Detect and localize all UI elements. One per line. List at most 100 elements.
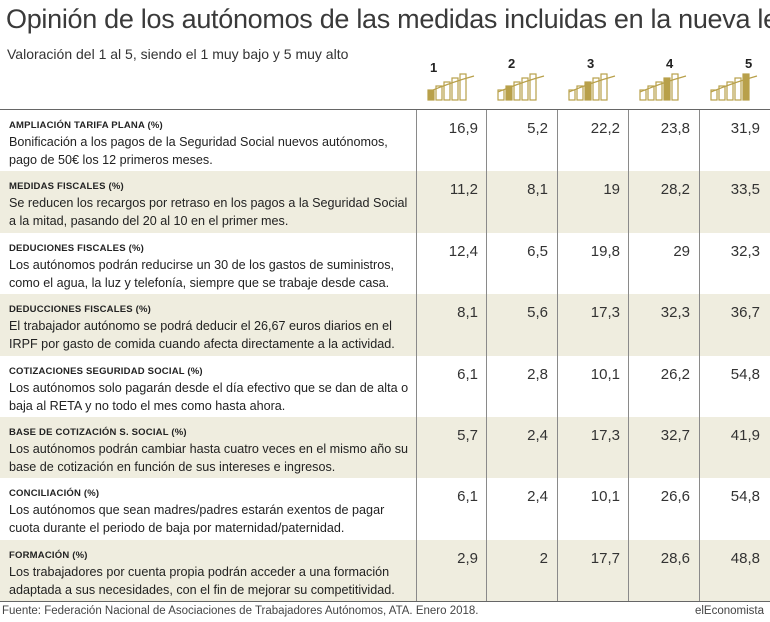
rating-number: 5 — [745, 56, 753, 71]
row-heading: MEDIDAS FISCALES (%) — [9, 181, 124, 193]
row-description: Los autónomos podrán cambiar hasta cuatr… — [9, 442, 409, 474]
rating-number: 3 — [587, 56, 595, 71]
inactive-bar — [568, 89, 576, 101]
row-label: AMPLIACIÓN TARIFA PLANA (%) Bonificación … — [9, 119, 414, 169]
inactive-bar — [726, 81, 734, 101]
bar-scale-glyph — [568, 73, 616, 101]
value-cell-rating-3: 10,1 — [590, 488, 620, 506]
value-cell-rating-5: 31,9 — [730, 120, 760, 137]
row-label: DEDUCIONES FISCALES (%) Los autónomos pod… — [9, 242, 414, 292]
inactive-bar — [451, 77, 459, 101]
value-cell-rating-1: 11,2 — [449, 181, 478, 199]
row-heading: DEDUCIONES FISCALES (%) — [9, 242, 144, 254]
table-row: CONCILIACIÓN (%) Los autónomos que sean m… — [0, 478, 770, 539]
row-label: FORMACIÓN (%) Los trabajadores por cuenta… — [9, 549, 414, 599]
bar-scale-glyph — [427, 73, 475, 101]
value-cell-rating-1: 5,7 — [457, 427, 478, 444]
inactive-bar — [459, 73, 467, 101]
rating-number: 4 — [666, 56, 674, 71]
value-cell-rating-5: 48,8 — [730, 549, 760, 567]
table-row: DEDUCCIONES FISCALES (%) El trabajador au… — [0, 294, 770, 356]
inactive-bar — [443, 81, 451, 101]
value-cell-rating-4: 26,6 — [660, 488, 690, 506]
value-cell-rating-3: 17,3 — [590, 427, 620, 444]
table-row: AMPLIACIÓN TARIFA PLANA (%) Bonificación … — [0, 110, 770, 171]
value-cell-rating-5: 54,8 — [730, 365, 760, 383]
row-description: Los trabajadores por cuenta propia podrá… — [9, 564, 395, 597]
value-cell-rating-3: 17,7 — [590, 549, 620, 567]
value-cell-rating-4: 23,8 — [660, 120, 690, 137]
brand-logo-text: elEconomista — [694, 605, 764, 617]
value-cell-rating-1: 2,9 — [457, 549, 478, 567]
column-divider — [628, 110, 629, 601]
value-cell-rating-2: 6,5 — [527, 242, 548, 260]
column-divider — [416, 110, 417, 601]
value-cell-rating-3: 22,2 — [590, 120, 620, 137]
row-description: Los autónomos que sean madres/padres est… — [9, 503, 385, 536]
value-cell-rating-3: 10,1 — [590, 365, 620, 383]
trend-swoosh — [497, 75, 545, 93]
value-cell-rating-4: 28,2 — [660, 181, 690, 199]
inactive-bar — [435, 85, 443, 101]
table-row: MEDIDAS FISCALES (%) Se reducen los recar… — [0, 171, 770, 233]
row-label: CONCILIACIÓN (%) Los autónomos que sean m… — [9, 487, 414, 537]
value-cell-rating-5: 41,9 — [730, 427, 760, 444]
inactive-bar — [513, 81, 521, 101]
inactive-bar — [718, 85, 726, 101]
active-bar — [505, 85, 513, 101]
value-cell-rating-2: 8,1 — [527, 181, 548, 199]
value-cell-rating-4: 29 — [673, 242, 690, 260]
value-cell-rating-2: 2,4 — [527, 488, 548, 506]
inactive-bar — [655, 81, 663, 101]
inactive-bar — [647, 85, 655, 101]
value-cell-rating-3: 19 — [603, 181, 620, 199]
rating-number: 1 — [430, 60, 438, 75]
table-top-rule — [0, 109, 770, 110]
bar-scale-glyph — [639, 73, 687, 101]
trend-swoosh — [568, 75, 616, 93]
column-divider — [557, 110, 558, 601]
inactive-bar — [600, 73, 608, 101]
value-cell-rating-2: 2,8 — [527, 365, 548, 383]
ratings-table: AMPLIACIÓN TARIFA PLANA (%) Bonificación … — [0, 110, 770, 602]
inactive-bar — [639, 89, 647, 101]
table-bottom-rule — [0, 601, 770, 602]
row-heading: COTIZACIONES SEGURIDAD SOCIAL (%) — [9, 365, 203, 377]
row-heading: CONCILIACIÓN (%) — [9, 488, 100, 500]
row-heading: FORMACIÓN (%) — [9, 549, 88, 561]
value-cell-rating-1: 16,9 — [448, 120, 478, 137]
row-description: El trabajador autónomo se podrá deducir … — [9, 319, 395, 352]
value-cell-rating-5: 32,3 — [730, 242, 760, 260]
rating-5-icon: 5 — [699, 56, 769, 108]
value-cell-rating-2: 5,6 — [527, 304, 548, 322]
row-description: Bonificación a los pagos de la Seguridad… — [9, 135, 388, 167]
chart-title: Opinión de los autónomos de las medidas … — [6, 4, 770, 34]
bar-scale-glyph — [497, 73, 545, 101]
value-cell-rating-1: 6,1 — [457, 365, 478, 383]
value-cell-rating-5: 36,7 — [730, 304, 760, 322]
value-cell-rating-2: 5,2 — [527, 120, 548, 137]
value-cell-rating-1: 6,1 — [457, 488, 478, 506]
row-heading: DEDUCCIONES FISCALES (%) — [9, 304, 152, 316]
active-bar — [742, 73, 750, 101]
row-label: DEDUCCIONES FISCALES (%) El trabajador au… — [9, 303, 414, 353]
value-cell-rating-5: 33,5 — [730, 181, 760, 199]
value-cell-rating-3: 17,3 — [590, 304, 620, 322]
inactive-bar — [671, 73, 679, 101]
value-cell-rating-4: 26,2 — [660, 365, 690, 383]
table-row: DEDUCIONES FISCALES (%) Los autónomos pod… — [0, 233, 770, 294]
active-bar — [584, 81, 592, 101]
inactive-bar — [592, 77, 600, 101]
value-cell-rating-4: 28,6 — [660, 549, 690, 567]
row-heading: AMPLIACIÓN TARIFA PLANA (%) — [9, 120, 163, 131]
value-cell-rating-4: 32,3 — [660, 304, 690, 322]
value-cell-rating-4: 32,7 — [660, 427, 690, 444]
value-cell-rating-3: 19,8 — [590, 242, 620, 260]
row-description: Se reducen los recargos por retraso en l… — [9, 196, 408, 229]
value-cell-rating-1: 12,4 — [448, 242, 478, 260]
table-row: FORMACIÓN (%) Los trabajadores por cuenta… — [0, 539, 770, 602]
table-row: BASE DE COTIZACIÓN S. SOCIAL (%) Los autó… — [0, 417, 770, 479]
rating-number: 2 — [508, 56, 516, 71]
rating-scale-icons: 1 2 3 4 5 — [416, 56, 770, 108]
active-bar — [427, 89, 435, 101]
